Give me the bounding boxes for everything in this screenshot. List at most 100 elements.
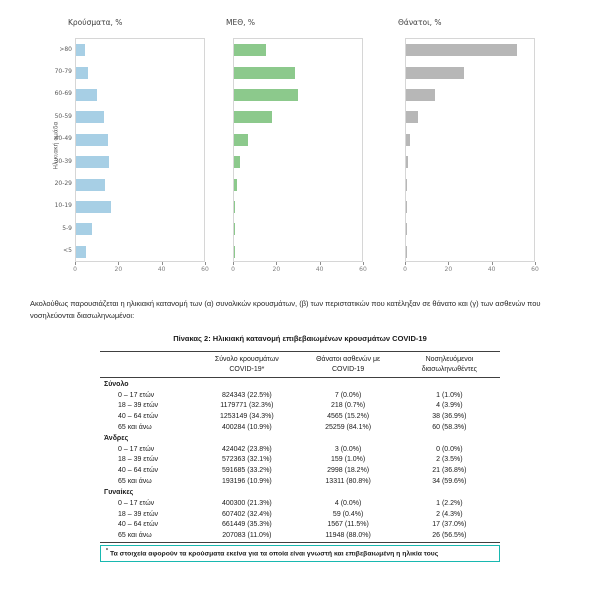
x-tick-label: 0 [403, 266, 407, 273]
bar-row [234, 241, 362, 263]
bar-40-49 [406, 133, 411, 146]
table-row: 0 – 17 ετών 400300 (21.3%) 4 (0.0%) 1 (2.2%… [100, 498, 500, 509]
table-header: Σύνολο κρουσμάτων COVID-19* Θάνατοι ασθενώ… [100, 351, 500, 379]
bar-row [76, 39, 204, 61]
bar-row [76, 151, 204, 173]
table-cell: 824343 (22.5%) [221, 391, 272, 399]
table-cell: 1 (2.2%) [436, 500, 463, 508]
table-cell: 159 (1.0%) [330, 456, 366, 464]
x-tick-mark [118, 262, 120, 265]
x-tick-label: 0 [231, 266, 235, 273]
age-group-label: 40-49 [54, 135, 72, 143]
x-tick-label: 60 [359, 266, 367, 273]
bar-20-29 [76, 178, 105, 191]
x-tick-mark [491, 262, 493, 265]
bar-70-79 [406, 66, 464, 79]
bar-row [234, 196, 362, 218]
age-group-label: >80 [59, 45, 72, 53]
bar-40-49 [234, 133, 248, 146]
age-group-label: 70-79 [54, 68, 72, 76]
bar-5-9 [76, 223, 92, 236]
table-column-header: Νοσηλευόμενοι διασωληνωθέντες [398, 351, 500, 379]
row-label: 65 και άνω [118, 477, 152, 485]
bar-60-69 [406, 88, 435, 101]
bar-row [406, 61, 534, 83]
bar-row [406, 84, 534, 106]
age-group-label: 30-39 [54, 157, 72, 165]
table-header-empty [100, 351, 197, 379]
covid-age-table: Σύνολο κρουσμάτων COVID-19* Θάνατοι ασθενώ… [100, 351, 500, 543]
bar-row [406, 151, 534, 173]
age-group-label: 10-19 [54, 202, 72, 210]
table-cell: 60 (58.3%) [432, 423, 467, 431]
age-group-label: <5 [63, 247, 72, 255]
chart-title-cases: Κρούσματα, % [68, 18, 123, 27]
chart-panel-deaths [405, 38, 535, 262]
table-cell: 4 (3.9%) [436, 402, 463, 410]
bar-60-69 [234, 88, 298, 101]
x-tick-label: 20 [444, 266, 453, 273]
table-cell: 3 (0.0%) [334, 445, 362, 453]
row-label: 18 – 39 ετών [118, 402, 159, 410]
bar-row [76, 61, 204, 83]
table-row: 65 και άνω 193196 (10.9%) 13311 (80.8%) 34 … [100, 476, 500, 487]
row-label: 40 – 64 ετών [118, 467, 159, 475]
table-cell: 400284 (10.9%) [221, 423, 272, 431]
table-cell: 661449 (35.3%) [221, 521, 272, 529]
table-row: 18 – 39 ετών 1179771 (32.3%) 218 (0.7%) 4 (… [100, 401, 500, 412]
x-tick-mark [75, 262, 76, 265]
table-cell: 607402 (32.4%) [221, 510, 272, 518]
x-tick-mark [448, 262, 450, 265]
bar-30-39 [406, 156, 408, 169]
age-group-label: 5-9 [62, 224, 72, 232]
bar-40-49 [76, 133, 108, 146]
age-distribution-charts: Ηλικιακή ομάδα >80 70-79 60-69 50-59 40-49 30… [0, 10, 600, 282]
table-footnote: * Τα στοιχεία αφορούν τα κρούσματα εκείνα… [100, 544, 500, 562]
age-group-label: 60-69 [54, 90, 72, 98]
x-tick-label: 20 [114, 266, 123, 273]
x-axis-icu: 0 20 40 60 [231, 262, 367, 278]
table-cell: 400300 (21.3%) [221, 500, 272, 508]
bar-row [406, 106, 534, 128]
age-group-labels: >80 70-79 60-69 50-59 40-49 30-39 20-29 10-19 5-… [26, 38, 72, 262]
x-tick-mark [405, 262, 406, 265]
bar-row [234, 61, 362, 83]
table-cell: 1179771 (32.3%) [220, 402, 274, 410]
bar-row [76, 84, 204, 106]
bar->80 [76, 44, 85, 57]
row-label: 65 και άνω [118, 423, 152, 431]
x-tick-label: 40 [315, 266, 324, 273]
table-cell: 4 (0.0%) [334, 500, 362, 508]
bar-row [406, 196, 534, 218]
bar-<5 [234, 245, 236, 258]
x-tick-label: 20 [272, 266, 281, 273]
bar->80 [406, 44, 517, 57]
row-label: 40 – 64 ετών [118, 412, 159, 420]
bar-row [76, 218, 204, 240]
bar-50-59 [406, 111, 418, 124]
table-row: 18 – 39 ετών 572363 (32.1%) 159 (1.0%) 2 (3… [100, 455, 500, 466]
x-tick-mark [276, 262, 278, 265]
table-cell: 572363 (32.1%) [221, 456, 272, 464]
bar-50-59 [76, 111, 104, 124]
footnote-text: Τα στοιχεία αφορούν τα κρούσματα εκείνα … [109, 550, 439, 558]
table-row: 0 – 17 ετών 424042 (23.8%) 3 (0.0%) 0 (0.0%… [100, 444, 500, 455]
x-tick-mark [205, 262, 206, 265]
table-cell: 193196 (10.9%) [221, 477, 272, 485]
bar-row [76, 196, 204, 218]
table-row: 40 – 64 ετών 591685 (33.2%) 2998 (18.2%) 21… [100, 465, 500, 476]
bar-20-29 [406, 178, 407, 191]
x-tick-mark [233, 262, 234, 265]
bar-70-79 [234, 66, 295, 79]
bar-60-69 [76, 88, 97, 101]
bar-10-19 [76, 200, 112, 213]
table-cell: 59 (0.4%) [332, 510, 364, 518]
bar-row [234, 218, 362, 240]
row-label: 0 – 17 ετών [118, 500, 155, 508]
age-group-label: 50-59 [54, 112, 72, 120]
x-tick-label: 60 [201, 266, 209, 273]
table-body: Σύνολο 0 – 17 ετών 824343 (22.5%) 7 (0.0%) 1… [100, 378, 500, 543]
bar-70-79 [76, 66, 88, 79]
bar-row [234, 39, 362, 61]
table-cell: 7 (0.0%) [334, 391, 362, 399]
